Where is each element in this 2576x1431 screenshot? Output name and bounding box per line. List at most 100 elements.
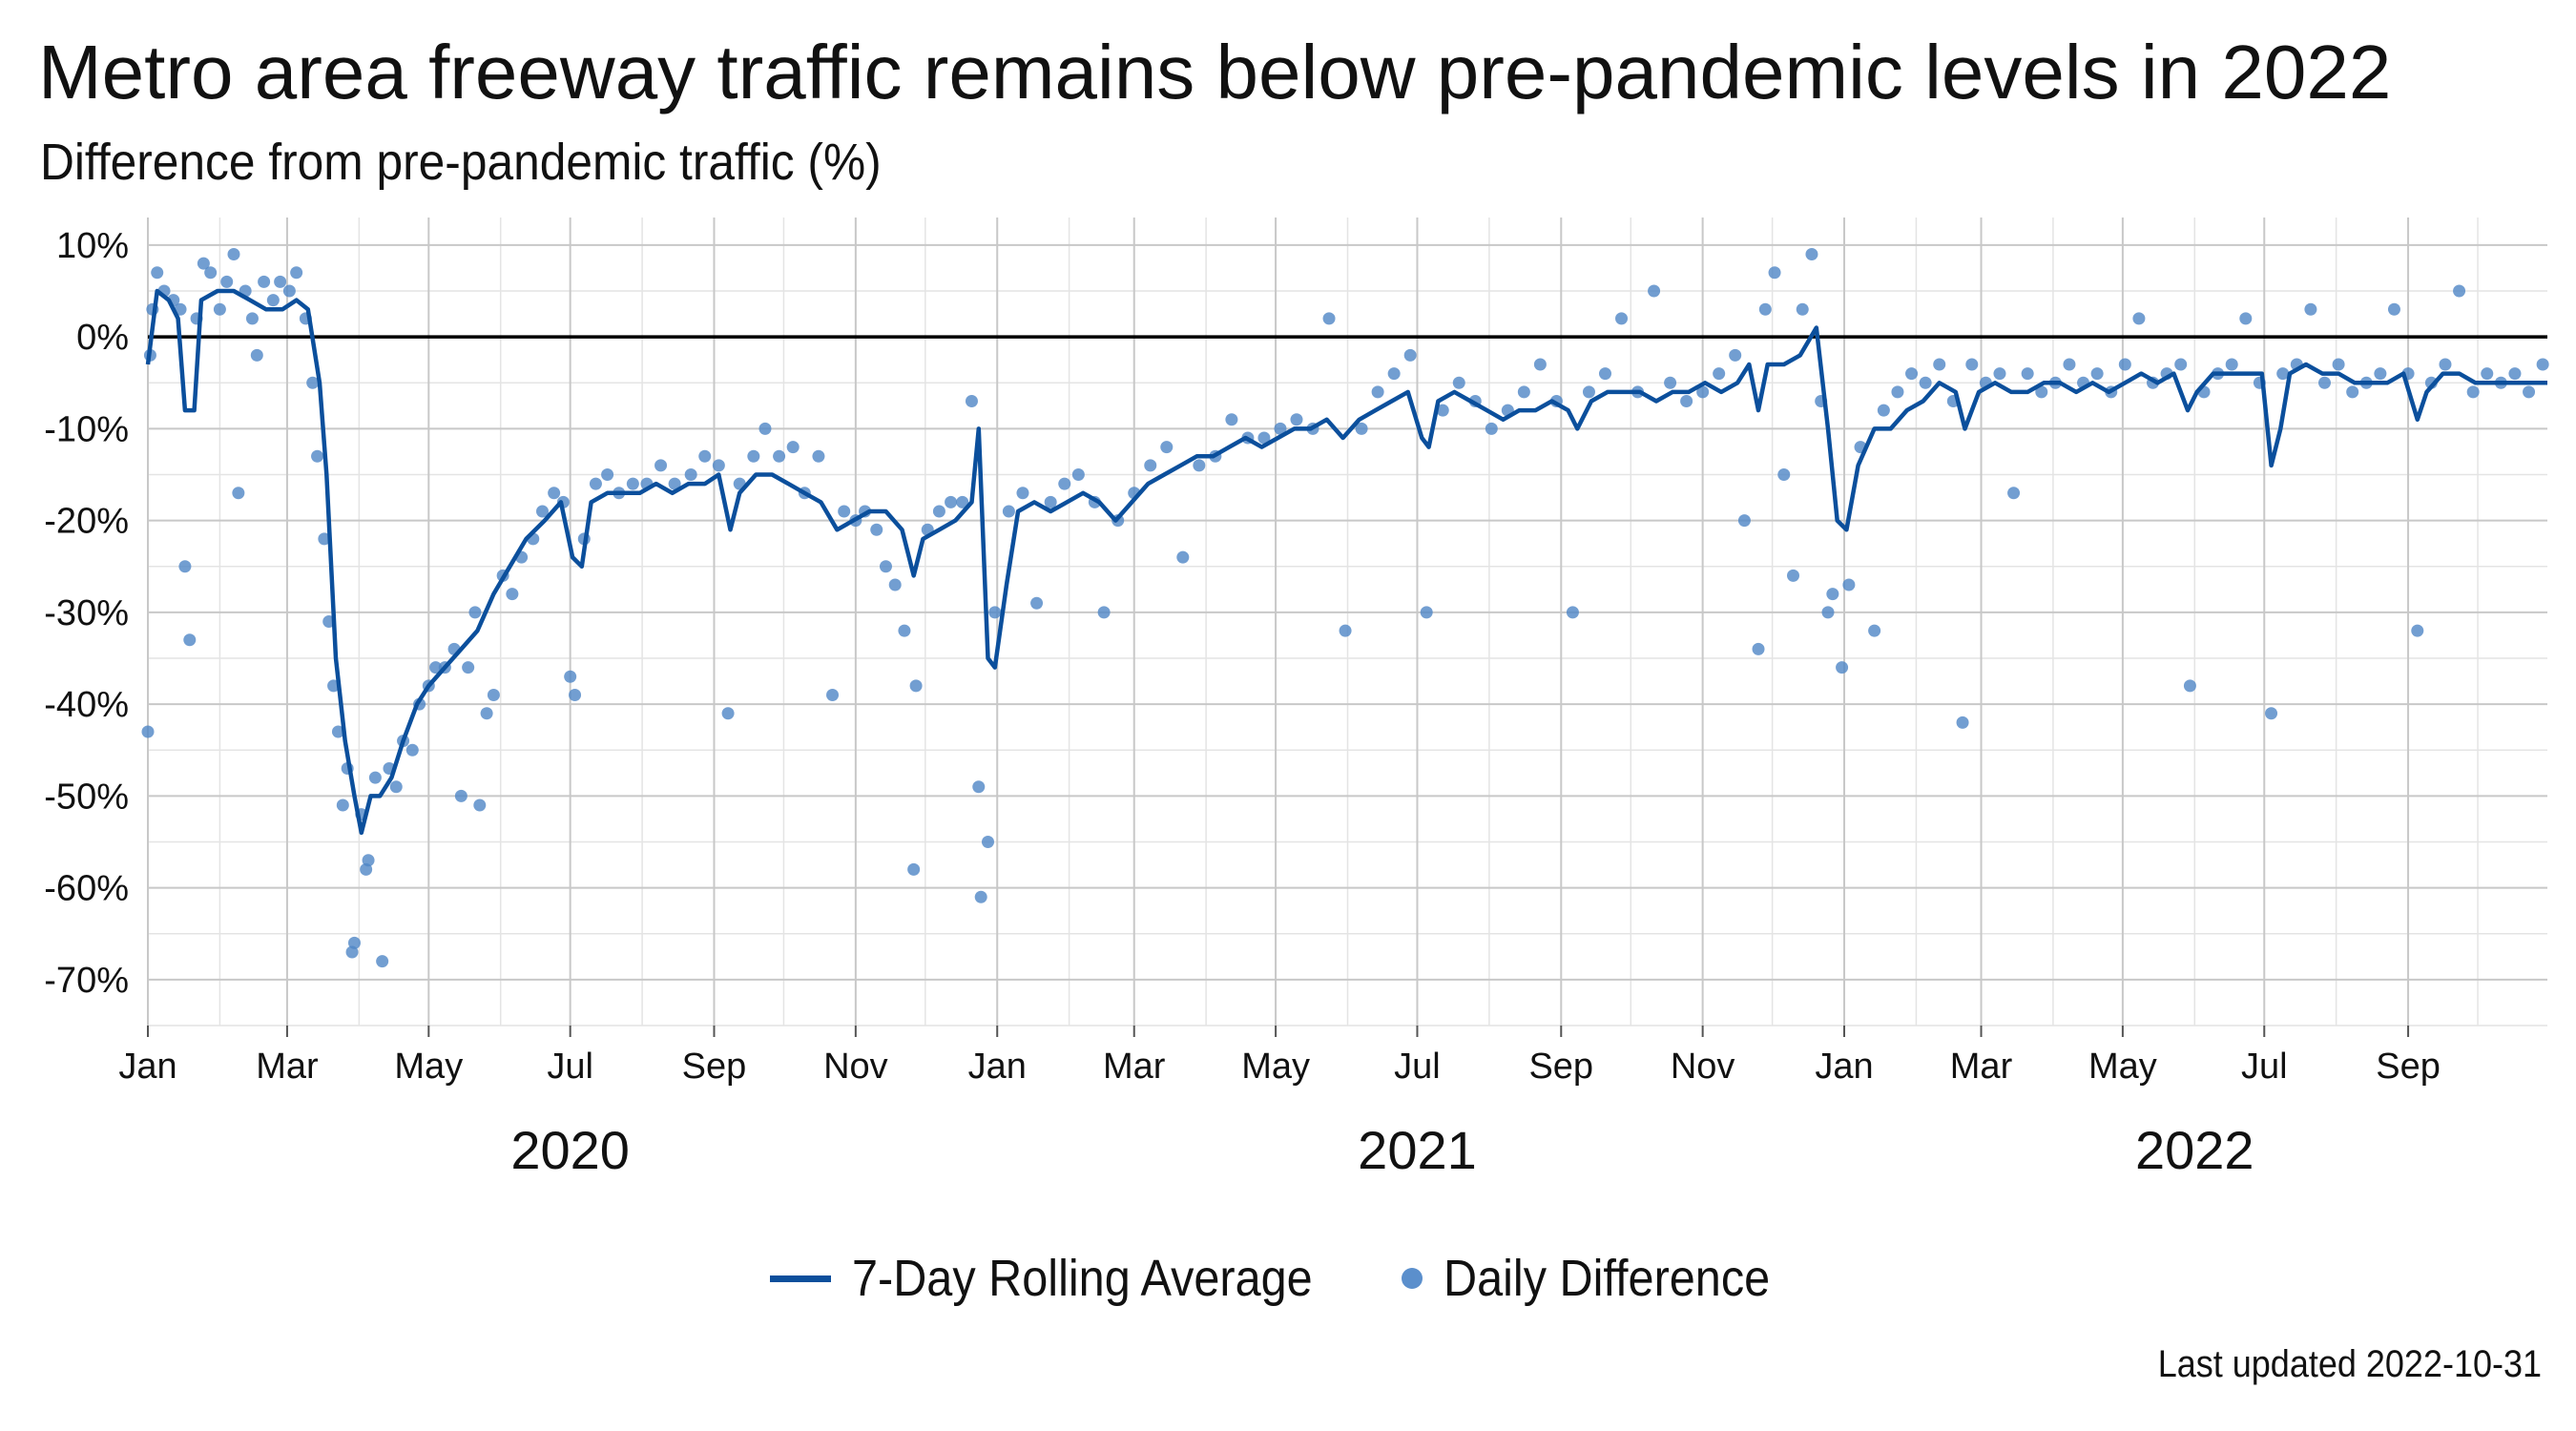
daily-difference-point (2374, 367, 2387, 381)
daily-difference-point (601, 468, 614, 481)
daily-difference-point (1016, 487, 1029, 500)
x-tick-label: Nov (823, 1047, 888, 1087)
daily-difference-point (564, 670, 577, 683)
daily-difference-point (2411, 624, 2424, 637)
daily-difference-point (389, 780, 403, 794)
daily-difference-point (2453, 284, 2466, 298)
daily-difference-point (1058, 477, 1071, 490)
daily-difference-point (318, 532, 331, 546)
y-tick-label: -70% (44, 961, 129, 1001)
y-tick-label: -10% (44, 409, 129, 449)
daily-difference-point (773, 449, 786, 463)
daily-difference-point (1071, 468, 1085, 481)
daily-difference-point (838, 505, 851, 518)
daily-difference-point (1387, 367, 1401, 381)
daily-difference-point (2466, 385, 2480, 399)
year-label: 2020 (510, 1120, 630, 1180)
daily-difference-point (336, 798, 349, 812)
x-tick-label: May (1241, 1047, 1310, 1087)
daily-difference-point (812, 449, 825, 463)
daily-difference-point (907, 862, 921, 876)
daily-difference-point (1905, 367, 1919, 381)
daily-difference-point (454, 789, 467, 802)
daily-difference-point (548, 487, 561, 500)
daily-difference-point (227, 248, 240, 260)
daily-difference-point (758, 422, 772, 435)
daily-difference-point (1355, 422, 1368, 435)
x-tick-label: Mar (256, 1047, 319, 1087)
x-tick-label: Nov (1671, 1047, 1735, 1087)
daily-difference-point (487, 689, 500, 701)
daily-difference-point (2346, 385, 2359, 399)
daily-difference-point (232, 487, 245, 500)
daily-difference-point (909, 679, 923, 693)
daily-difference-point (1737, 514, 1751, 528)
x-tick-label: May (394, 1047, 463, 1087)
daily-difference-point (1160, 441, 1174, 454)
daily-difference-point (1582, 385, 1595, 399)
daily-difference-point (178, 560, 192, 573)
daily-difference-point (1696, 385, 1710, 399)
y-axis: 10% 0% -10% -20% -30% -40% -50% -60% -70% (44, 226, 129, 1001)
daily-difference-point (684, 468, 697, 481)
daily-difference-point (2317, 376, 2331, 389)
daily-difference-point (1729, 348, 1742, 362)
daily-difference-point (2523, 385, 2536, 399)
daily-difference-point (1796, 302, 1809, 316)
daily-difference-point (405, 743, 419, 757)
daily-difference-point (429, 661, 443, 674)
daily-difference-point (2439, 358, 2452, 371)
daily-difference-point (898, 624, 911, 637)
daily-difference-series (141, 248, 2549, 968)
x-tick-label: Jul (547, 1047, 593, 1087)
daily-difference-point (1420, 606, 1433, 619)
daily-difference-point (1044, 495, 1057, 508)
daily-difference-point (258, 275, 271, 288)
x-tick-label: May (2088, 1047, 2157, 1087)
daily-difference-point (1193, 459, 1206, 472)
daily-difference-point (1615, 312, 1629, 325)
daily-difference-point (1274, 422, 1287, 435)
daily-difference-point (468, 606, 482, 619)
daily-difference-point (626, 477, 639, 490)
daily-difference-point (266, 294, 280, 307)
daily-difference-point (204, 266, 218, 280)
y-tick-label: 0% (76, 318, 129, 358)
daily-difference-point (1371, 385, 1384, 399)
daily-difference-point (535, 505, 549, 518)
x-tick-label: Mar (1103, 1047, 1166, 1087)
daily-difference-point (2118, 358, 2131, 371)
daily-difference-point (879, 560, 892, 573)
daily-difference-point (972, 780, 986, 794)
daily-difference-point (1752, 642, 1765, 655)
daily-difference-point (1030, 596, 1044, 610)
daily-difference-point (141, 725, 155, 738)
daily-difference-point (480, 707, 493, 720)
daily-difference-point (698, 449, 712, 463)
daily-difference-point (1436, 404, 1449, 417)
daily-difference-point (974, 890, 987, 903)
daily-difference-point (1290, 413, 1303, 426)
daily-difference-point (290, 266, 303, 280)
last-updated-note: Last updated 2022-10-31 (2157, 1343, 2542, 1385)
legend-label-daily-difference: Daily Difference (1444, 1250, 1771, 1307)
daily-difference-point (1836, 661, 1849, 674)
daily-difference-point (2276, 367, 2290, 381)
daily-difference-point (2225, 358, 2238, 371)
daily-difference-point (1877, 404, 1890, 417)
daily-difference-point (2063, 358, 2076, 371)
daily-difference-point (245, 312, 259, 325)
daily-difference-point (2265, 707, 2278, 720)
daily-difference-point (1176, 550, 1190, 564)
daily-difference-point (306, 376, 320, 389)
daily-difference-point (362, 854, 375, 867)
daily-difference-point (1787, 569, 1800, 582)
daily-difference-point (945, 495, 958, 508)
daily-difference-point (183, 633, 197, 647)
daily-difference-point (506, 588, 519, 601)
daily-difference-point (1891, 385, 1904, 399)
legend-dot-swatch (1402, 1268, 1423, 1289)
daily-difference-point (2304, 302, 2317, 316)
daily-difference-point (1533, 358, 1547, 371)
y-tick-label: -50% (44, 777, 129, 817)
